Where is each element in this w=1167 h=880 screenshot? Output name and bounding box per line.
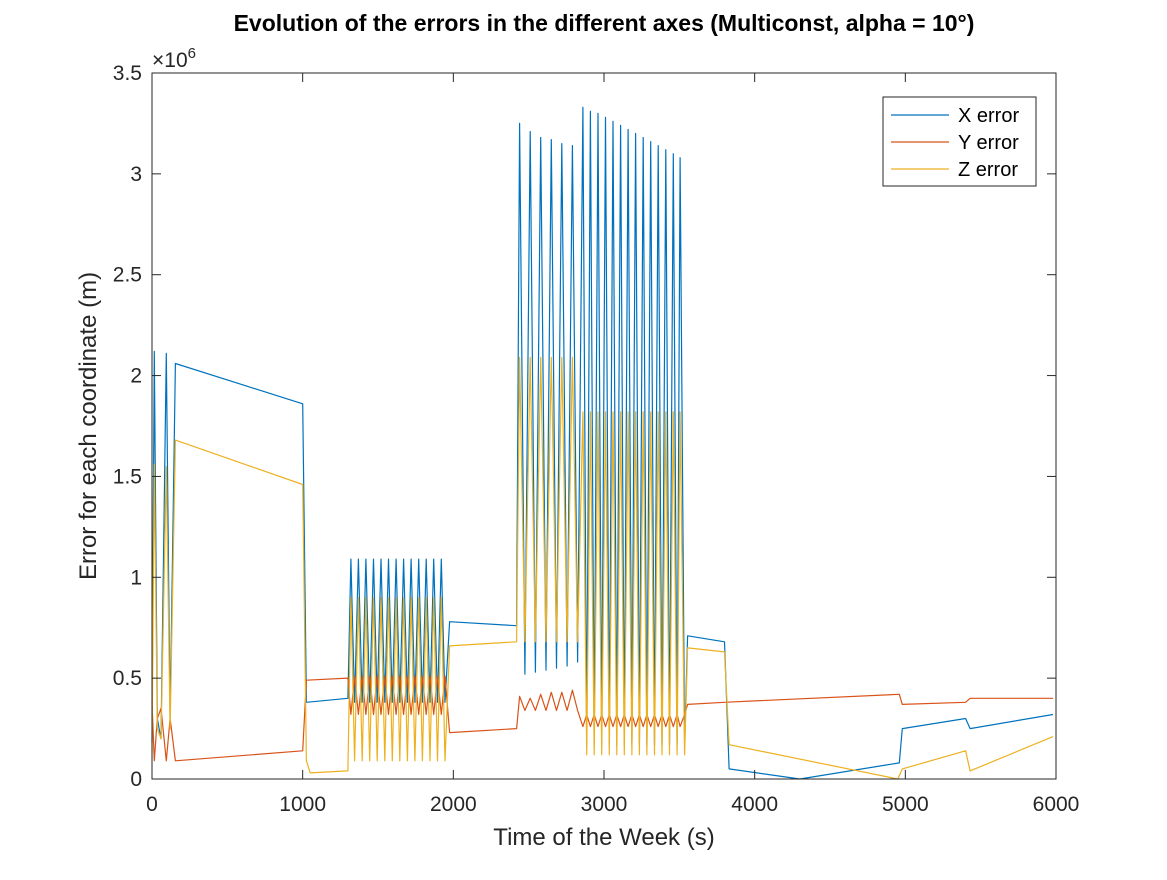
legend: X error Y error Z error	[882, 96, 1037, 187]
y-tick-label: 2.5	[113, 264, 142, 287]
legend-label-1: X error	[958, 105, 1019, 127]
legend-label-3: Z error	[958, 159, 1018, 181]
x-tick-label: 1000	[279, 793, 326, 816]
plot-area: 0 1000 2000 3000 4000 5000 6000 0 0.5 1 1.5 2 2.5 3 3.…	[113, 62, 1080, 816]
tick-layer: 0 1000 2000 3000 4000 5000 6000 0 0.5 1 1.5 2 2.5 3 3.…	[113, 62, 1080, 816]
y-tick-label: 1.5	[113, 465, 142, 488]
y-tick-label: 3	[130, 163, 142, 186]
x-tick-label: 5000	[882, 793, 929, 816]
y-tick-label: 2	[130, 365, 142, 388]
y-tick-label: 0	[130, 768, 142, 791]
series-line-1	[151, 106, 1054, 780]
x-tick-label: 0	[146, 793, 158, 816]
series-line-3	[151, 356, 1054, 780]
y-tick-label: 3.5	[113, 62, 142, 85]
legend-label-2: Y error	[958, 132, 1019, 154]
y-exponent-base: ×10	[152, 49, 188, 72]
y-tick-label: 1	[130, 566, 142, 589]
x-tick-label: 4000	[731, 793, 778, 816]
x-axis-label: Time of the Week (s)	[493, 824, 714, 851]
x-tick-label: 2000	[430, 793, 477, 816]
chart-title: Evolution of the errors in the different…	[234, 10, 975, 36]
series-layer	[151, 106, 1054, 780]
legend-items: X error Y error Z error	[891, 105, 1019, 181]
y-exponent-label: ×106	[152, 45, 196, 72]
x-tick-label: 3000	[581, 793, 628, 816]
y-axis-label: Error for each coordinate (m)	[75, 272, 102, 580]
y-tick-label: 0.5	[113, 667, 142, 690]
x-tick-label: 6000	[1033, 793, 1080, 816]
y-exponent-power: 6	[188, 45, 196, 62]
series-line-2	[151, 675, 1053, 762]
